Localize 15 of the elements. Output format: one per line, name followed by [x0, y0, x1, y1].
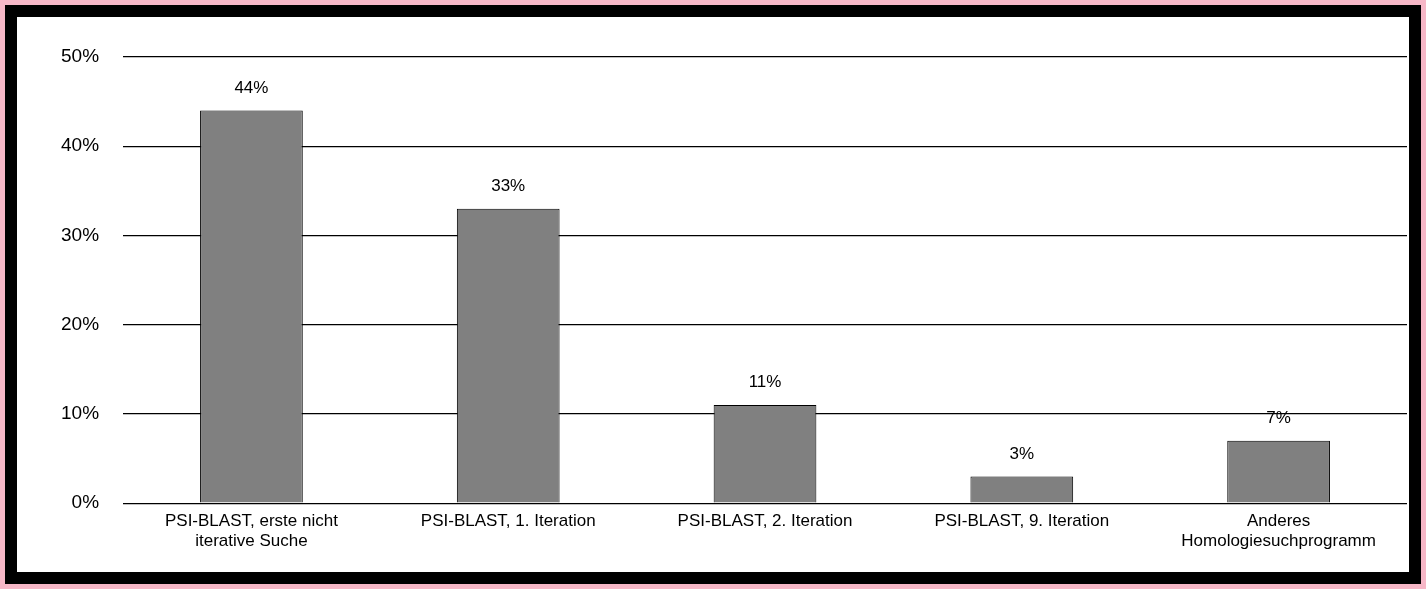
- y-tick-label: 0%: [71, 491, 100, 513]
- x-tick-label: PSI-BLAST, 2. Iteration: [677, 511, 853, 531]
- y-tick-label: 40%: [61, 134, 100, 156]
- y-tick-label: 10%: [61, 402, 100, 424]
- data-label: 3%: [1009, 443, 1035, 463]
- x-tick-label: Anderes Homologiesuchprogramm: [1181, 511, 1376, 551]
- data-label: 44%: [234, 77, 269, 97]
- data-label: 11%: [748, 372, 782, 392]
- data-label: 33%: [491, 175, 526, 195]
- y-tick-label: 20%: [61, 312, 100, 334]
- y-tick-label: 50%: [61, 45, 100, 67]
- x-tick-label: PSI-BLAST, erste nicht iterative Suche: [164, 511, 339, 551]
- x-tick-label: PSI-BLAST, 9. Iteration: [934, 511, 1110, 531]
- x-tick-label: PSI-BLAST, 1. Iteration: [420, 511, 596, 531]
- y-tick-label: 30%: [61, 223, 100, 245]
